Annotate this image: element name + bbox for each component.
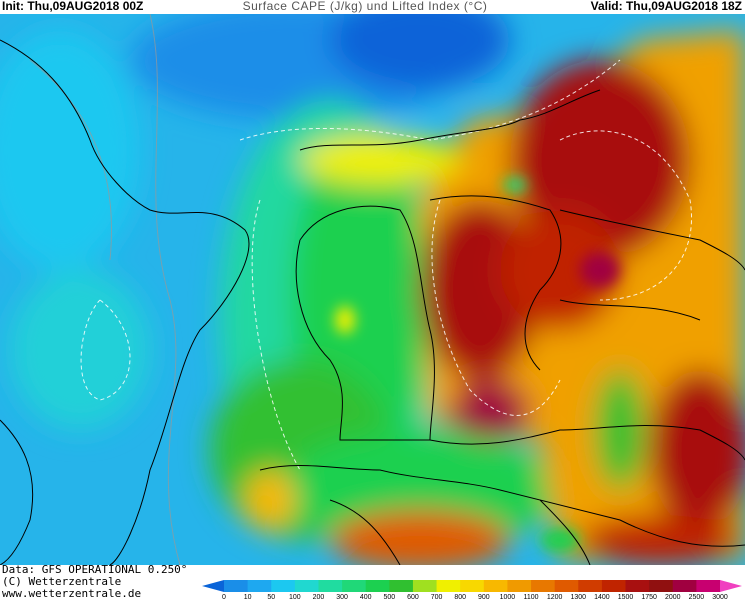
colorbar-segment	[412, 580, 438, 592]
colorbar-segment	[436, 580, 461, 592]
colorbar-label: 1100	[524, 594, 539, 600]
colorbar-label: 1500	[618, 594, 634, 600]
colorbar-segment	[531, 580, 556, 592]
colorbar-segment	[224, 580, 249, 592]
colorbar-label: 1000	[500, 594, 516, 600]
colorbar-arrow	[202, 580, 224, 592]
colorbar-segment	[507, 580, 532, 592]
colorbar-segment	[696, 580, 721, 592]
colorbar-segment	[672, 580, 697, 592]
colorbar-segment	[601, 580, 627, 592]
colorbar-segment	[625, 580, 650, 592]
init-time: Init: Thu,09AUG2018 00Z	[2, 0, 143, 13]
colorbar-label: 300	[336, 594, 348, 600]
colorbar-segment	[247, 580, 272, 592]
colorbar-label: 50	[267, 594, 275, 600]
colorbar-label: 1400	[594, 594, 610, 600]
colorbar-segment	[342, 580, 367, 592]
data-source: Data: GFS OPERATIONAL 0.250°	[2, 563, 187, 576]
colorbar-label: 1300	[570, 594, 586, 600]
valid-time: Valid: Thu,09AUG2018 18Z	[591, 0, 742, 13]
colorbar-segment	[554, 580, 579, 592]
copyright: (C) Wetterzentrale	[2, 575, 121, 588]
colorbar-label: 3000	[712, 594, 728, 600]
colorbar-label: 900	[478, 594, 490, 600]
colorbar-label: 1200	[547, 594, 563, 600]
colorbar-label: 100	[289, 594, 301, 600]
colorbar-arrow	[720, 580, 742, 592]
website: www.wetterzentrale.de	[2, 587, 141, 600]
colorbar-label: 0	[222, 594, 226, 600]
colorbar-segment	[483, 580, 508, 592]
colorbar-label: 2000	[665, 594, 681, 600]
colorbar-label: 600	[407, 594, 419, 600]
colorbar-segment	[460, 580, 485, 592]
colorbar: 0 10 50 100 200 300 400 500 600 700 800 900 1000 1100…	[202, 580, 742, 600]
colorbar-label: 800	[454, 594, 466, 600]
colorbar-label: 400	[360, 594, 372, 600]
colorbar-segment	[578, 580, 603, 592]
colorbar-label: 2500	[689, 594, 705, 600]
colorbar-label: 200	[313, 594, 325, 600]
colorbar-label: 10	[244, 594, 252, 600]
colorbar-label: 500	[383, 594, 395, 600]
map-title: Surface CAPE (J/kg) und Lifted Index (°C…	[243, 0, 488, 13]
colorbar-segment	[649, 580, 674, 592]
colorbar-segment	[271, 580, 296, 592]
colorbar-segment	[365, 580, 390, 592]
colorbar-label: 700	[431, 594, 443, 600]
colorbar-label: 1750	[641, 594, 657, 600]
colorbar-segment	[294, 580, 319, 592]
colorbar-segment	[389, 580, 414, 592]
map	[0, 14, 745, 565]
colorbar-segment	[318, 580, 343, 592]
